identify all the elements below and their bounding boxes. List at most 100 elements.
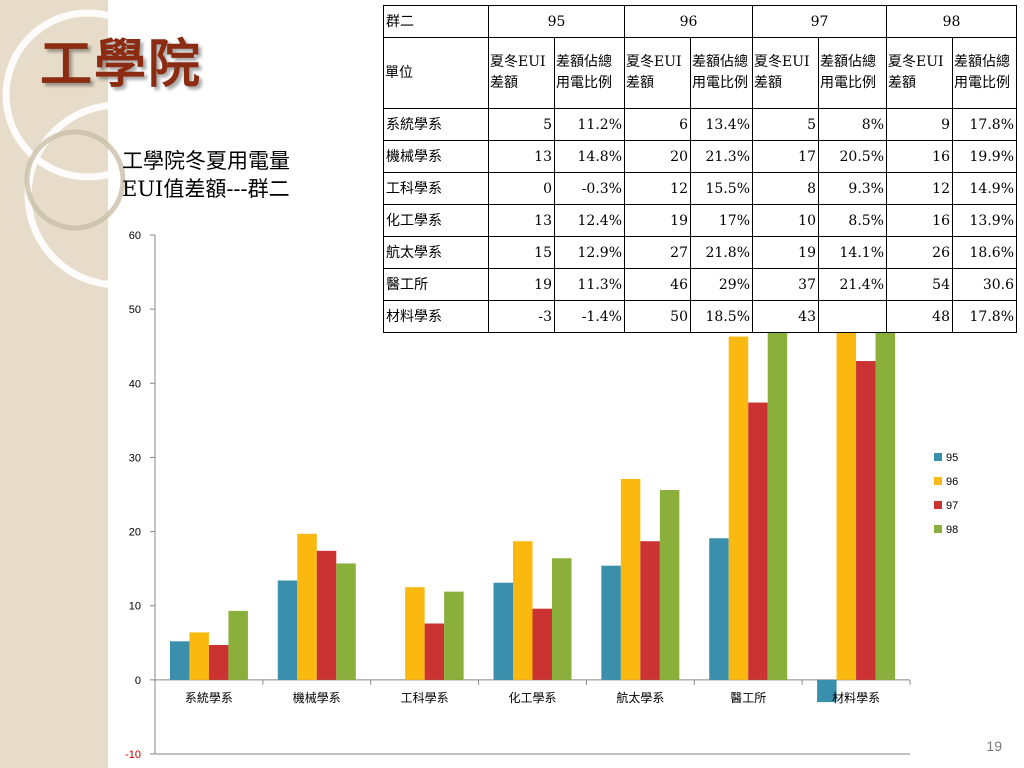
table-cell: -3 — [488, 300, 555, 333]
unit-name-cell: 材料學系 — [383, 300, 489, 333]
bar-98-2 — [444, 591, 464, 680]
x-tick-label: 材料學系 — [832, 691, 880, 705]
table-cell: 27 — [624, 236, 691, 269]
table-cell: 14.1% — [818, 236, 887, 269]
slide-subtitle: 工學院冬夏用電量 EUI值差額---群二 — [122, 147, 290, 203]
table-cell: -1.4% — [554, 300, 625, 333]
bar-97-2 — [424, 623, 445, 680]
bar-96-6 — [836, 306, 857, 680]
table-cell: 43 — [752, 300, 819, 333]
table-cell: 19 — [752, 236, 819, 269]
eui-diff-header-cell: 夏冬EUI差額 — [624, 37, 691, 109]
table-row: 化工學系 13 12.4% 19 17% 10 8.5% 16 13.9% — [383, 204, 1017, 237]
bar-97-1 — [316, 550, 337, 680]
table-row: 航太學系 15 12.9% 27 21.8% 19 14.1% 26 18.6% — [383, 236, 1017, 269]
unit-name-cell: 航太學系 — [383, 236, 489, 269]
ratio-header-cell: 差額佔總用電比例 — [952, 37, 1017, 109]
bar-97-3 — [532, 608, 552, 680]
table-cell: 29% — [690, 268, 753, 301]
bar-97-6 — [856, 361, 876, 680]
legend-swatch-95 — [934, 453, 942, 461]
legend-swatch-96 — [934, 477, 942, 485]
table-cell: 21.3% — [690, 140, 753, 173]
year-header-cell: 98 — [886, 5, 1017, 38]
table-cell — [818, 300, 887, 333]
table-cell: 19 — [488, 268, 555, 301]
year-header-cell: 97 — [752, 5, 887, 38]
table-cell: -0.3% — [554, 172, 625, 205]
table-cell: 12 — [624, 172, 691, 205]
table-cell: 11.2% — [554, 108, 625, 141]
table-cell: 13 — [488, 140, 555, 173]
eui-diff-header-cell: 夏冬EUI差額 — [488, 37, 555, 109]
legend-swatch-97 — [934, 501, 942, 509]
y-tick-label: 30 — [129, 452, 141, 464]
table-cell: 20.5% — [818, 140, 887, 173]
table-cell: 8 — [752, 172, 819, 205]
table-cell: 0 — [488, 172, 555, 205]
table-cell: 8.5% — [818, 204, 887, 237]
table-cell: 6 — [624, 108, 691, 141]
bar-95-6 — [817, 679, 837, 703]
table-cell: 8% — [818, 108, 887, 141]
subtitle-line-1: 工學院冬夏用電量 — [122, 149, 290, 173]
table-cell: 30.6 — [952, 268, 1017, 301]
table-cell: 26 — [886, 236, 953, 269]
table-cell: 19.9% — [952, 140, 1017, 173]
table-cell: 19 — [624, 204, 691, 237]
bar-96-3 — [513, 541, 533, 680]
table-cell: 18.5% — [690, 300, 753, 333]
unit-name-cell: 醫工所 — [383, 268, 489, 301]
page-number: 19 — [986, 738, 1002, 754]
slide-title: 工學院 — [40, 35, 203, 95]
unit-name-cell: 機械學系 — [383, 140, 489, 173]
table-cell: 16 — [886, 204, 953, 237]
subtitle-line-2: EUI值差額---群二 — [122, 177, 290, 201]
table-cell: 48 — [886, 300, 953, 333]
table-cell: 12.4% — [554, 204, 625, 237]
table-cell: 13.4% — [690, 108, 753, 141]
bar-98-6 — [875, 325, 896, 680]
table-subheader-row: 單位 夏冬EUI差額 差額佔總用電比例 夏冬EUI差額 差額佔總用電比例 夏冬EUI差額差… — [383, 37, 1017, 109]
table-header-row: 群二 95 96 97 98 — [383, 5, 1017, 38]
eui-diff-header-cell: 夏冬EUI差額 — [752, 37, 819, 109]
bar-96-5 — [728, 336, 749, 680]
x-tick-label: 工科學系 — [401, 691, 449, 705]
table-cell: 5 — [752, 108, 819, 141]
year-header-cell: 95 — [488, 5, 625, 38]
legend-label: 96 — [946, 476, 958, 488]
table-cell: 20 — [624, 140, 691, 173]
legend-swatch-98 — [934, 525, 942, 533]
bar-95-4 — [601, 565, 621, 680]
bar-95-1 — [277, 580, 298, 680]
bar-95-3 — [493, 582, 513, 680]
x-tick-label: 系統學系 — [185, 691, 233, 705]
bar-96-1 — [297, 533, 317, 680]
ratio-header-cell: 差額佔總用電比例 — [690, 37, 753, 109]
table-row: 醫工所 19 11.3% 46 29% 37 21.4% 54 30.6 — [383, 268, 1017, 301]
table-cell: 13.9% — [952, 204, 1017, 237]
bar-95-0 — [169, 641, 190, 680]
legend-label: 98 — [946, 524, 958, 536]
y-tick-label: 60 — [129, 230, 141, 242]
bar-98-1 — [336, 563, 356, 680]
table-cell: 21.8% — [690, 236, 753, 269]
y-tick-label: -10 — [125, 749, 141, 761]
x-tick-label: 航太學系 — [616, 690, 664, 705]
table-cell: 54 — [886, 268, 953, 301]
bar-97-0 — [208, 645, 229, 680]
table-cell: 12.9% — [554, 236, 625, 269]
year-header-cell: 96 — [624, 5, 753, 38]
table-cell: 21.4% — [818, 268, 887, 301]
table-cell: 15 — [488, 236, 555, 269]
unit-name-cell: 工科學系 — [383, 172, 489, 205]
ratio-header-cell: 差額佔總用電比例 — [554, 37, 625, 109]
table-cell: 9 — [886, 108, 953, 141]
table-cell: 15.5% — [690, 172, 753, 205]
eui-diff-header-cell: 夏冬EUI差額 — [886, 37, 953, 109]
unit-name-cell: 系統學系 — [383, 108, 489, 141]
bar-98-0 — [228, 610, 248, 680]
table-cell: 17 — [752, 140, 819, 173]
bar-97-4 — [640, 541, 660, 680]
